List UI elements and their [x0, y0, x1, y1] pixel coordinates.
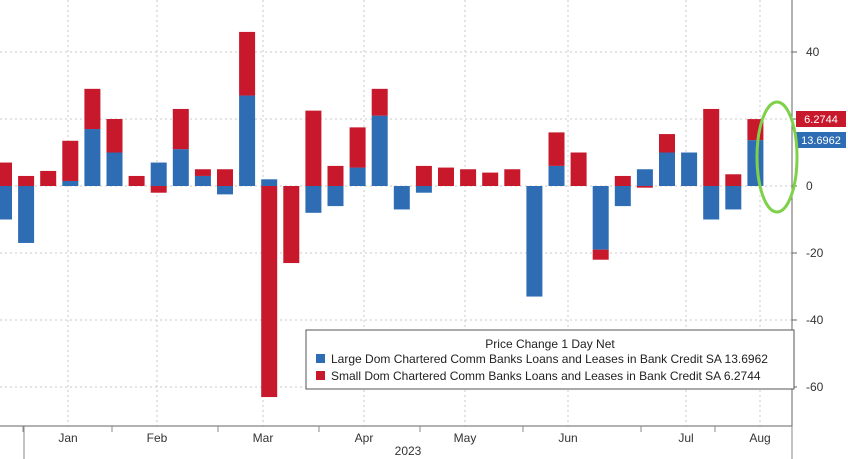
y-axis: 40200-20-40-60 [791, 0, 824, 426]
bar-large [393, 186, 410, 210]
bar-small [40, 170, 57, 186]
x-tick-label: Jan [58, 431, 77, 445]
bar-large [659, 152, 675, 186]
large-series-last-value-label: 13.6962 [801, 135, 841, 147]
bar-small [150, 186, 167, 193]
bar-large [305, 186, 322, 213]
bar-large [747, 140, 764, 186]
bar-large [217, 186, 233, 195]
bar-small [482, 172, 499, 186]
x-axis-year-label: 2023 [395, 444, 422, 458]
large-series-last-value-tag [796, 132, 846, 148]
bar-small [415, 165, 432, 186]
bars [0, 31, 764, 398]
bar-small [371, 88, 388, 116]
y-tick-label: 0 [806, 179, 813, 193]
x-axis: 2023 Jan Feb Mar Apr May Jun Jul Aug [0, 425, 793, 459]
small-series-last-value-tag [796, 111, 846, 127]
bar-large [172, 149, 189, 186]
bar-small [327, 165, 344, 186]
x-tick-label: Jun [558, 431, 577, 445]
bar-small [636, 186, 653, 188]
bar-small [217, 169, 233, 186]
bar-large [261, 179, 278, 186]
last-bar-highlight-circle [755, 100, 799, 214]
bar-large [84, 129, 101, 186]
bar-large [239, 95, 256, 186]
bar-large [548, 165, 565, 186]
bar-small [62, 140, 79, 181]
bar-large [18, 186, 35, 243]
bar-small [614, 175, 631, 186]
x-tick-label: Apr [355, 431, 374, 445]
bar-small [592, 249, 609, 260]
y-tick-label: -20 [806, 246, 824, 260]
bar-large [614, 186, 631, 207]
bar-large [636, 169, 653, 186]
bar-small [283, 186, 300, 264]
bar-large [62, 180, 79, 186]
bar-small [703, 108, 720, 186]
bar-small [570, 152, 587, 186]
bar-small [261, 186, 278, 398]
bar-large [703, 186, 720, 220]
bar-large [526, 186, 543, 297]
bar-small [18, 175, 35, 186]
legend-entry-large: Large Dom Chartered Comm Banks Loans and… [331, 352, 768, 366]
legend-swatch-small [316, 371, 325, 380]
bar-small [305, 110, 322, 186]
bar-large [150, 162, 167, 186]
bar-small [239, 31, 256, 96]
bar-small [0, 162, 12, 186]
bar-small [725, 174, 742, 186]
x-tick-label: Aug [749, 431, 770, 445]
bar-large [725, 186, 742, 210]
last-value-tags: 6.2744 13.6962 [796, 111, 846, 148]
bar-small [349, 127, 366, 168]
bar-large [371, 115, 388, 186]
legend-box [305, 329, 795, 390]
bar-small [84, 88, 101, 130]
bar-large [0, 186, 12, 220]
legend-title: Price Change 1 Day Net [485, 337, 615, 351]
bar-small [438, 167, 454, 186]
x-tick-label: May [454, 431, 477, 445]
bar-large [349, 167, 366, 186]
legend-swatch-large [316, 354, 325, 363]
bar-large [592, 186, 609, 250]
bar-small [504, 169, 521, 186]
x-tick-label: Mar [253, 431, 274, 445]
bar-small [106, 119, 123, 153]
x-tick-label: Jul [678, 431, 693, 445]
bar-large [327, 186, 344, 207]
legend: Price Change 1 Day Net Large Dom Charter… [305, 329, 795, 390]
y-tick-label: -40 [806, 313, 824, 327]
bar-small [659, 134, 675, 153]
y-tick-label: -60 [806, 380, 824, 394]
legend-entry-small: Small Dom Chartered Comm Banks Loans and… [331, 369, 761, 383]
bar-large [106, 152, 123, 186]
bar-small [548, 132, 565, 166]
bar-small [194, 169, 211, 176]
bar-large [194, 175, 211, 186]
bar-small [460, 169, 477, 186]
x-tick-label: Feb [147, 431, 168, 445]
y-tick-label: 40 [806, 45, 820, 59]
bar-large [415, 186, 432, 193]
small-series-last-value-label: 6.2744 [804, 114, 838, 126]
bar-small [128, 175, 145, 186]
bar-large [681, 152, 698, 186]
bar-small [172, 108, 189, 150]
